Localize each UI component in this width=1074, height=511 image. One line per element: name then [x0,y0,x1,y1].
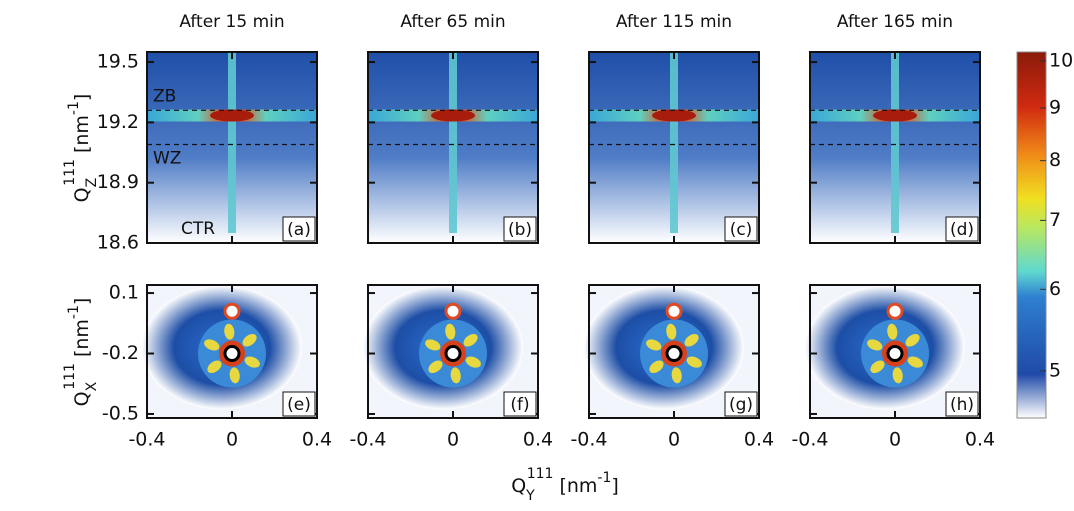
y-axis-label-top: QZ111[nm-1] [62,94,100,203]
ring-spot [671,367,682,384]
colorbar-tick-label: 6 [1049,278,1061,300]
panel-title: After 115 min [616,12,732,32]
ring-spot [684,333,699,347]
ring-spot [244,356,260,368]
peak [431,109,475,122]
colorbar-tick-label: 9 [1049,96,1061,118]
annotation: ZB [153,86,176,106]
vertical-streak [891,52,899,233]
marker [665,345,683,363]
y-tick-label: -0.5 [102,402,139,424]
panel-label: (g) [729,395,753,415]
ring-spot [465,356,481,368]
annotation: CTR [181,219,215,239]
colorbar [1016,51,1047,419]
panel-label: (h) [950,395,974,415]
x-tick-label: -0.4 [791,429,828,451]
ring-spot [666,323,677,340]
ring-spot [229,367,240,384]
colorbar-tick-label: 10 [1049,49,1073,71]
colorbar-tick-label: 7 [1049,209,1061,231]
x-tick-label: 0.4 [744,429,774,451]
x-tick-label: 0 [226,429,238,451]
x-tick-label: 0.4 [523,429,553,451]
marker [886,302,904,320]
panel-label-box [945,216,979,242]
panel-title: After 15 min [179,12,284,32]
panel-label-box [503,216,537,242]
panel-label-box [282,216,316,242]
panel-label-box [724,391,758,417]
marker [444,345,462,363]
peak [210,109,254,122]
heatmap-image [810,52,980,243]
ring-spot [870,360,885,374]
vertical-streak [449,52,457,233]
panel-label-box [282,391,316,417]
ring-spot [646,339,662,351]
colorbar-tick-label: 5 [1049,359,1061,381]
peak [652,109,696,122]
annotation: WZ [153,148,181,168]
y-tick-label: 18.6 [97,232,139,254]
ring-spot [450,367,461,384]
y-tick-label: 18.9 [97,171,139,193]
y-tick-label: 19.5 [97,51,139,73]
ring-spot [204,339,220,351]
heatmap-image [147,52,317,243]
y-tick-label: 19.2 [97,111,139,133]
panel-label: (b) [508,220,532,240]
marker [665,302,683,320]
ring-spot [445,323,456,340]
panel-label: (a) [287,220,311,240]
panel-label: (c) [730,220,753,240]
x-tick-label: -0.4 [128,429,165,451]
ring-spot [242,333,257,347]
ring-spot [907,356,923,368]
panel-label-box [503,391,537,417]
x-tick-label: 0 [447,429,459,451]
ring-spot [905,333,920,347]
panel-label: (f) [510,395,529,415]
panel-label-box [724,216,758,242]
colorbar-tick-label: 8 [1049,149,1061,171]
x-tick-label: -0.4 [570,429,607,451]
ring-spot [463,333,478,347]
x-tick-label: 0 [668,429,680,451]
marker [223,345,241,363]
ring-spot [425,339,441,351]
ring-spot [867,339,883,351]
x-tick-label: 0 [889,429,901,451]
x-tick-label: -0.4 [349,429,386,451]
peak [873,109,917,122]
ring-spot [224,323,235,340]
ring-spot [887,323,898,340]
panel-title: After 65 min [400,12,505,32]
heatmap-image [368,52,538,243]
y-tick-label: 0.1 [109,282,139,304]
ring-spot [207,360,222,374]
ring-spot [428,360,443,374]
ring-spot [686,356,702,368]
vertical-streak [670,52,678,233]
marker [886,345,904,363]
vertical-streak [228,52,236,233]
panel-label: (d) [950,220,974,240]
marker [223,302,241,320]
panel-title: After 165 min [837,12,953,32]
ring-spot [649,360,664,374]
y-tick-label: -0.2 [102,342,139,364]
panel-label: (e) [287,395,311,415]
x-tick-label: 0.4 [302,429,332,451]
x-axis-label: QY111[nm-1] [511,466,619,504]
heatmap-image [589,52,759,243]
panel-label-box [945,391,979,417]
y-axis-label-bottom: QX111[nm-1] [62,298,100,407]
x-tick-label: 0.4 [965,429,995,451]
marker [444,302,462,320]
ring-spot [892,367,903,384]
